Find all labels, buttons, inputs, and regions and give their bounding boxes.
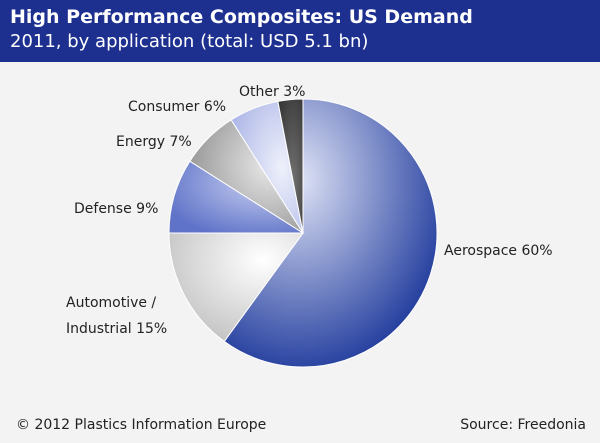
slice-label-other: Other 3% xyxy=(239,84,305,100)
chart-footer: © 2012 Plastics Information Europe Sourc… xyxy=(0,410,600,440)
chart-header: High Performance Composites: US Demand 2… xyxy=(0,0,600,62)
slice-label-automotive-industrial: Automotive / Industrial 15% xyxy=(66,295,167,337)
pie-chart: Aerospace 60% Automotive / Industrial 15% D… xyxy=(0,62,600,402)
copyright-note: © 2012 Plastics Information Europe xyxy=(16,417,267,433)
pie-slice-other xyxy=(277,98,304,234)
pie-chart-svg: Aerospace 60% Automotive / Industrial 15% D… xyxy=(66,84,553,368)
slice-label-aerospace: Aerospace 60% xyxy=(444,243,553,259)
source-note: Source: Freedonia xyxy=(460,417,586,433)
chart-subtitle: 2011, by application (total: USD 5.1 bn) xyxy=(10,31,369,52)
slice-label-defense: Defense 9% xyxy=(74,201,158,217)
pie-slice-aerospace xyxy=(223,98,438,368)
pie-slice-automotive-industrial xyxy=(168,232,304,343)
slice-label-energy: Energy 7% xyxy=(116,134,192,150)
slice-label-consumer: Consumer 6% xyxy=(128,99,226,115)
chart-title: High Performance Composites: US Demand xyxy=(10,6,473,28)
